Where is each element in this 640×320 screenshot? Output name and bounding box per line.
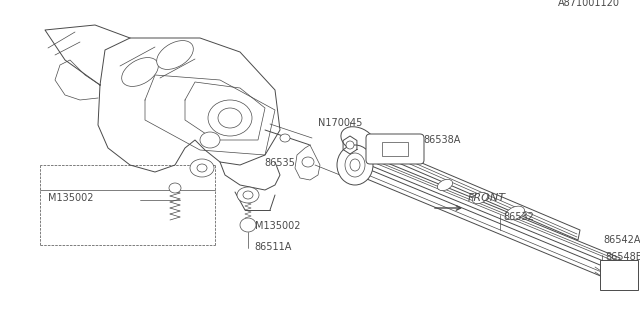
Ellipse shape: [345, 153, 365, 177]
Text: 86511A: 86511A: [254, 242, 291, 252]
Ellipse shape: [122, 58, 158, 86]
Text: M135002: M135002: [48, 193, 93, 203]
Polygon shape: [350, 133, 580, 240]
Bar: [382, 142, 408, 156]
Ellipse shape: [190, 159, 214, 177]
Ellipse shape: [237, 187, 259, 203]
Ellipse shape: [169, 183, 181, 193]
Polygon shape: [350, 162, 617, 282]
Text: 86548B: 86548B: [605, 252, 640, 262]
Ellipse shape: [437, 180, 452, 191]
Ellipse shape: [346, 141, 354, 149]
Ellipse shape: [200, 132, 220, 148]
Ellipse shape: [243, 191, 253, 199]
Ellipse shape: [341, 127, 375, 153]
Polygon shape: [295, 145, 320, 180]
Ellipse shape: [337, 145, 373, 185]
Text: 86532: 86532: [503, 212, 534, 222]
Ellipse shape: [240, 218, 256, 232]
Text: A871001120: A871001120: [558, 0, 620, 8]
Text: FRONT: FRONT: [468, 193, 506, 203]
Ellipse shape: [280, 134, 290, 142]
Polygon shape: [343, 136, 357, 154]
Text: 86542A: 86542A: [603, 235, 640, 245]
Ellipse shape: [302, 157, 314, 167]
Text: N170045: N170045: [318, 118, 362, 128]
Text: 86535: 86535: [264, 158, 295, 168]
Polygon shape: [352, 149, 620, 267]
Ellipse shape: [208, 100, 252, 136]
Ellipse shape: [157, 41, 193, 69]
Text: M135002: M135002: [255, 221, 301, 231]
Ellipse shape: [218, 108, 242, 128]
Bar: [600, 260, 638, 290]
Text: 86538A: 86538A: [423, 135, 460, 145]
Ellipse shape: [350, 159, 360, 171]
Ellipse shape: [472, 192, 488, 204]
Ellipse shape: [197, 164, 207, 172]
FancyBboxPatch shape: [366, 134, 424, 164]
Ellipse shape: [506, 206, 524, 220]
Ellipse shape: [343, 154, 369, 172]
